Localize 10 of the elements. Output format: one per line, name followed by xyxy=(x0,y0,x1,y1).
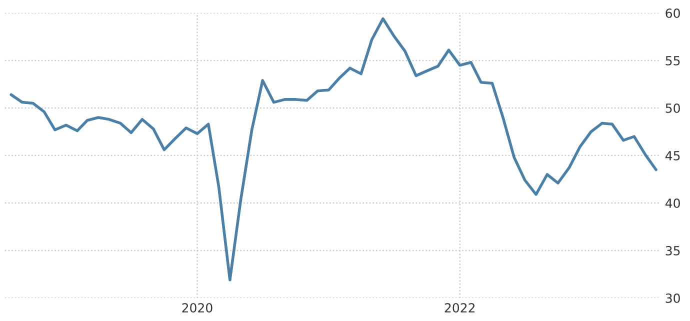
y-tick-label: 60 xyxy=(666,8,680,18)
line-series xyxy=(10,17,658,282)
y-tick-label: 40 xyxy=(665,198,680,208)
y-tick-label: 45 xyxy=(665,151,680,160)
y-tick-label: 55 xyxy=(666,56,680,66)
x-tick-label: 2020 xyxy=(182,303,212,313)
x-tick-label: 2022 xyxy=(444,303,475,313)
y-tick-label: 50 xyxy=(666,103,680,113)
y-tick-label: 35 xyxy=(666,246,680,256)
y-tick-label: 30 xyxy=(666,293,680,303)
